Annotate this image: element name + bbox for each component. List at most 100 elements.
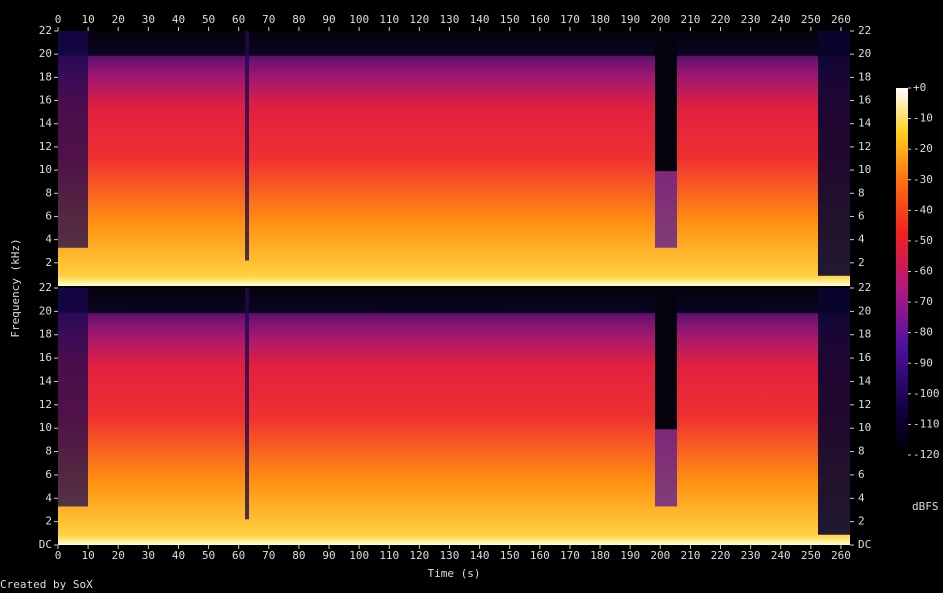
colorbar-tick-label: -110 bbox=[913, 417, 940, 430]
y-tick-label: 6 bbox=[858, 468, 865, 481]
x-tick-label: 230 bbox=[741, 549, 761, 562]
y-tick-label: 12 bbox=[39, 398, 52, 411]
colorbar-tick-label: -40 bbox=[913, 203, 933, 216]
y-tick-label: 2 bbox=[45, 515, 52, 528]
x-tick-label: 190 bbox=[620, 549, 640, 562]
x-tick-label: 80 bbox=[292, 549, 305, 562]
x-tick-label: 90 bbox=[322, 549, 335, 562]
y-tick-label: DC bbox=[858, 538, 871, 551]
colorbar-tick-label: -80 bbox=[913, 326, 933, 339]
colorbar-tick-label: -20 bbox=[913, 142, 933, 155]
x-tick-label: 160 bbox=[530, 13, 550, 26]
colorbar-tick-label: +0 bbox=[913, 81, 926, 94]
colorbar-tick-label: -70 bbox=[913, 295, 933, 308]
x-tick-label: 170 bbox=[560, 549, 580, 562]
y-tick-label: 8 bbox=[45, 445, 52, 458]
x-tick-label: 110 bbox=[379, 13, 399, 26]
y-tick-label: 20 bbox=[39, 47, 52, 60]
colorbar-tick-label: -50 bbox=[913, 234, 933, 247]
y-tick-label: 20 bbox=[39, 304, 52, 317]
y-tick-label: DC bbox=[39, 538, 52, 551]
y-tick-label: 18 bbox=[858, 328, 871, 341]
x-tick-label: 60 bbox=[232, 549, 245, 562]
y-tick-label: 14 bbox=[858, 117, 872, 130]
y-tick-label: 10 bbox=[39, 163, 52, 176]
y-tick-label: 4 bbox=[858, 491, 865, 504]
colorbar-tick-label: -10 bbox=[913, 112, 933, 125]
y-tick-label: 18 bbox=[39, 70, 52, 83]
x-tick-label: 80 bbox=[292, 13, 305, 26]
x-tick-label: 0 bbox=[55, 549, 62, 562]
y-tick-label: 16 bbox=[39, 351, 52, 364]
y-tick-label: 6 bbox=[858, 209, 865, 222]
colorbar-tick-label: -100 bbox=[913, 387, 940, 400]
y-tick-label: 18 bbox=[858, 70, 871, 83]
x-tick-label: 220 bbox=[711, 549, 731, 562]
x-tick-label: 110 bbox=[379, 549, 399, 562]
x-tick-label: 250 bbox=[801, 549, 821, 562]
quiet-region bbox=[655, 171, 677, 248]
colorbar bbox=[896, 88, 908, 455]
y-tick-label: 8 bbox=[858, 186, 865, 199]
x-tick-label: 50 bbox=[202, 13, 215, 26]
y-tick-label: 22 bbox=[858, 281, 871, 294]
y-tick-label: 8 bbox=[858, 445, 865, 458]
x-tick-label: 70 bbox=[262, 549, 275, 562]
y-tick-label: 4 bbox=[858, 233, 865, 246]
quiet-region bbox=[818, 288, 850, 535]
quiet-region bbox=[818, 31, 850, 276]
x-tick-label: 40 bbox=[172, 549, 185, 562]
x-tick-label: 20 bbox=[112, 549, 125, 562]
y-tick-label: 4 bbox=[45, 233, 52, 246]
x-tick-label: 180 bbox=[590, 549, 610, 562]
x-tick-label: 10 bbox=[81, 13, 94, 26]
x-tick-label: 20 bbox=[112, 13, 125, 26]
x-tick-label: 210 bbox=[680, 13, 700, 26]
x-tick-label: 120 bbox=[409, 549, 429, 562]
y-tick-label: 22 bbox=[39, 24, 52, 37]
colorbar-tick-label: -120 bbox=[913, 448, 940, 461]
y-tick-label: 10 bbox=[858, 421, 871, 434]
y-tick-label: 16 bbox=[858, 94, 871, 107]
y-tick-label: 20 bbox=[858, 47, 871, 60]
x-tick-label: 190 bbox=[620, 13, 640, 26]
y-tick-label: 4 bbox=[45, 491, 52, 504]
y-tick-label: 6 bbox=[45, 468, 52, 481]
x-tick-label: 0 bbox=[55, 13, 62, 26]
x-tick-label: 100 bbox=[349, 549, 369, 562]
y-tick-label: 8 bbox=[45, 186, 52, 199]
y-tick-label: 2 bbox=[45, 256, 52, 269]
x-tick-label: 210 bbox=[680, 549, 700, 562]
colorbar-tick-label: -60 bbox=[913, 265, 933, 278]
quiet-region bbox=[655, 429, 677, 507]
x-tick-label: 170 bbox=[560, 13, 580, 26]
y-tick-label: 16 bbox=[39, 94, 52, 107]
y-tick-label: 10 bbox=[39, 421, 52, 434]
x-tick-label: 100 bbox=[349, 13, 369, 26]
x-tick-label: 90 bbox=[322, 13, 335, 26]
colorbar-tick-label: -90 bbox=[913, 356, 933, 369]
x-tick-label: 260 bbox=[831, 549, 851, 562]
quiet-region bbox=[655, 288, 677, 430]
colorbar-label: dBFS bbox=[912, 500, 939, 513]
x-tick-label: 10 bbox=[81, 549, 94, 562]
y-tick-label: 2 bbox=[858, 256, 865, 269]
x-tick-label: 30 bbox=[142, 549, 155, 562]
x-tick-label: 120 bbox=[409, 13, 429, 26]
x-tick-label: 230 bbox=[741, 13, 761, 26]
y-tick-label: 22 bbox=[39, 281, 52, 294]
y-tick-label: 14 bbox=[39, 374, 53, 387]
spectrogram-image bbox=[58, 288, 850, 545]
x-tick-label: 140 bbox=[470, 13, 490, 26]
x-tick-label: 250 bbox=[801, 13, 821, 26]
x-tick-label: 70 bbox=[262, 13, 275, 26]
colorbar-tick-label: -30 bbox=[913, 173, 933, 186]
y-tick-label: 10 bbox=[858, 163, 871, 176]
x-tick-label: 260 bbox=[831, 13, 851, 26]
x-tick-label: 240 bbox=[771, 549, 791, 562]
x-tick-label: 150 bbox=[500, 549, 520, 562]
y-tick-label: 6 bbox=[45, 209, 52, 222]
y-tick-label: 22 bbox=[858, 24, 871, 37]
x-tick-label: 130 bbox=[440, 549, 460, 562]
y-tick-label: 14 bbox=[858, 374, 872, 387]
